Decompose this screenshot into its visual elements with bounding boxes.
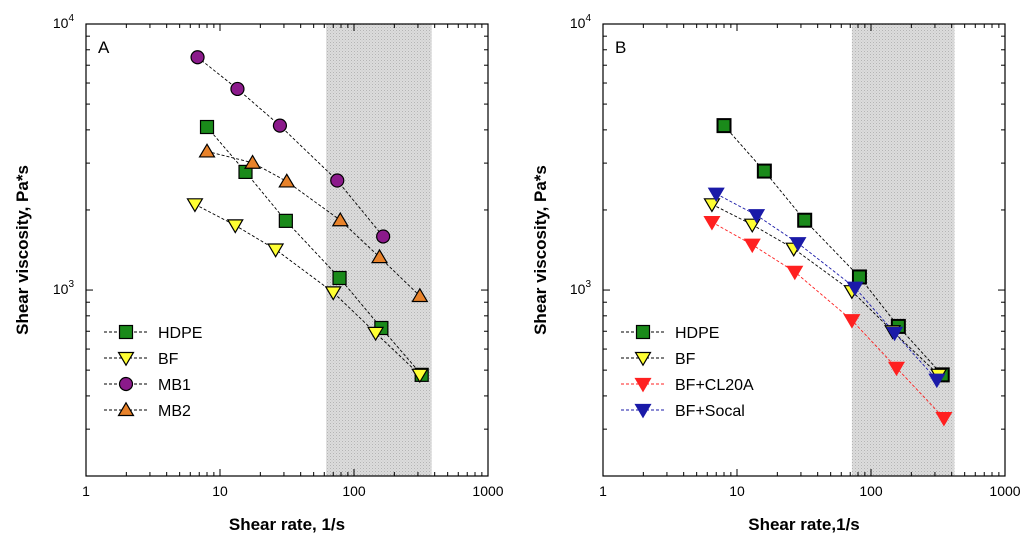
data-point-mb2 <box>331 211 349 227</box>
data-point-bf-cl20a <box>743 238 761 254</box>
shaded-region <box>851 24 955 476</box>
data-point-mb2 <box>278 173 296 188</box>
data-point-mb1 <box>376 229 391 244</box>
data-point-bf <box>226 219 244 234</box>
data-point-bf-cl20a <box>703 216 721 231</box>
data-point-mb2 <box>198 143 216 158</box>
data-point-bf <box>267 243 285 258</box>
plot-frame <box>85 23 489 477</box>
x-axis-title: Shear rate, 1/s <box>229 515 345 534</box>
data-point-bf <box>324 286 342 301</box>
data-point-bf <box>703 198 721 213</box>
data-point-bf-cl20a <box>786 265 804 281</box>
legend-label-bf-socal: BF+Socal <box>675 403 745 420</box>
data-point-hdpe <box>716 118 732 134</box>
y-axis-title: Shear viscosity, Pa*s <box>13 165 32 335</box>
y-tick-label: 104 <box>53 13 75 31</box>
legend-marker-bf-socal <box>634 403 652 419</box>
panel-label: A <box>98 38 110 57</box>
legend-label-mb1: MB1 <box>158 377 191 394</box>
legend-marker-mb2 <box>117 401 135 417</box>
data-point-hdpe <box>797 212 813 228</box>
data-point-bf-socal <box>886 326 904 342</box>
data-point-bf-socal <box>928 373 946 389</box>
x-tick-label: 10 <box>729 483 745 499</box>
panel-label: B <box>615 38 626 57</box>
data-point-bf <box>367 326 385 342</box>
series-line-hdpe <box>723 125 943 376</box>
x-tick-label: 100 <box>342 483 366 499</box>
data-point-bf-socal <box>846 281 864 297</box>
data-point-mb1 <box>230 81 245 97</box>
legend-marker-mb1 <box>118 376 134 392</box>
data-point-bf-socal <box>748 209 766 224</box>
data-point-mb2 <box>370 248 389 264</box>
legend-label-bf: BF <box>675 351 696 368</box>
legend-marker-bf-cl20a <box>634 377 652 393</box>
data-point-mb2 <box>411 287 429 303</box>
y-tick-label: 103 <box>53 279 75 297</box>
data-point-bf-cl20a <box>887 361 906 377</box>
series-line-hdpe <box>206 126 423 376</box>
data-point-bf-socal <box>789 237 807 252</box>
data-point-hdpe <box>199 119 215 135</box>
y-tick-label: 103 <box>570 279 592 297</box>
y-tick-label: 104 <box>570 13 592 31</box>
legend-marker-bf <box>117 351 135 367</box>
legend-label-hdpe: HDPE <box>158 325 202 342</box>
plot-frame <box>602 23 1006 477</box>
series-line-bf-socal <box>716 193 938 381</box>
x-tick-label: 1 <box>599 483 607 499</box>
data-point-mb2 <box>244 154 262 169</box>
data-point-bf-socal <box>707 187 725 203</box>
panel-a: 1 10 100 1000 103 104 Shear rate, 1/s Shear vis… <box>13 13 504 534</box>
legend-marker-hdpe <box>118 324 134 340</box>
x-tick-label: 1000 <box>472 483 503 499</box>
data-point-mb1 <box>272 118 288 133</box>
panel-b: 1 10 100 1000 103 104 Shear rate,1/s Shear visc… <box>531 13 1021 534</box>
legend-label-bf: BF <box>158 351 179 368</box>
data-point-mb1 <box>330 173 345 188</box>
series-line-mb2 <box>206 150 421 297</box>
legend-marker-hdpe <box>635 324 651 340</box>
data-point-mb1 <box>190 50 205 65</box>
data-point-hdpe <box>278 213 293 228</box>
data-point-bf <box>186 198 204 213</box>
legend-label-bf-cl20a: BF+CL20A <box>675 377 754 394</box>
data-point-hdpe <box>756 163 772 179</box>
x-tick-label: 1000 <box>989 483 1020 499</box>
data-point-hdpe <box>851 269 867 285</box>
legend-label-hdpe: HDPE <box>675 325 719 342</box>
x-axis-title: Shear rate,1/s <box>748 515 860 534</box>
y-axis-title: Shear viscosity, Pa*s <box>531 165 550 335</box>
legend-marker-bf <box>634 351 652 367</box>
x-tick-label: 1 <box>82 483 90 499</box>
data-point-hdpe <box>332 270 347 286</box>
data-point-bf <box>411 368 429 384</box>
x-tick-label: 100 <box>859 483 883 499</box>
data-point-bf-cl20a <box>935 412 953 427</box>
legend-label-mb2: MB2 <box>158 403 191 420</box>
data-point-bf-cl20a <box>843 314 861 329</box>
x-tick-label: 10 <box>212 483 228 499</box>
